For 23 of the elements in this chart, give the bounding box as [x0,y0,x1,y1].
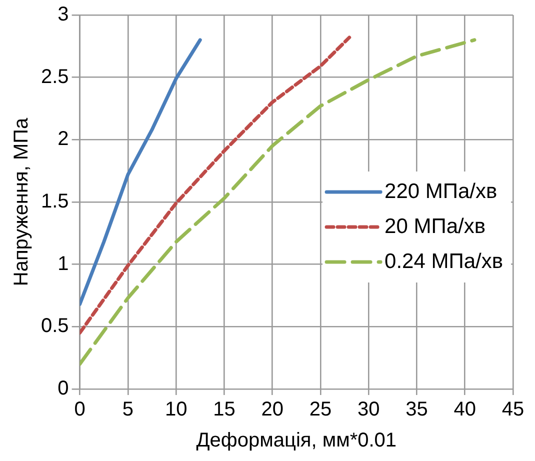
x-tick-label: 10 [164,398,188,421]
y-tick-label: 2 [58,128,69,150]
legend-label: 0.24 МПа/хв [384,250,504,273]
legend-label: 20 МПа/хв [384,214,486,238]
y-tick-label: 0.5 [40,315,69,338]
x-tick-label: 35 [406,398,428,421]
y-tick-label: 0 [58,378,69,400]
x-tick-label: 15 [213,398,236,421]
x-axis-title: Деформація, мм*0.01 [196,430,397,452]
y-axis-title: Напруження, МПа [10,117,33,286]
x-tick-label: 40 [454,398,476,421]
line-series [80,36,352,335]
legend-label: 220 МПа/хв [384,180,498,203]
x-tick-label: 30 [357,398,380,421]
y-tick-label: 3 [58,4,69,26]
y-tick-label: 1.5 [40,190,69,213]
x-tick-label: 25 [309,398,332,421]
x-tick-label: 45 [502,398,524,421]
x-tick-label: 5 [122,398,134,421]
y-tick-label: 1 [58,252,69,275]
x-tick-label: 20 [261,398,284,421]
x-tick-label: 0 [74,398,86,421]
y-tick-label: 2.5 [40,66,69,88]
